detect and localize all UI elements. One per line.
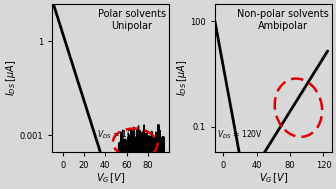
Text: $V_{DS}$ = 120V: $V_{DS}$ = 120V [217,129,263,141]
X-axis label: $V_G\,[V]$: $V_G\,[V]$ [96,171,125,185]
Y-axis label: $I_{DS}\,[\mu A]$: $I_{DS}\,[\mu A]$ [4,60,18,96]
Text: Polar solvents
Unipolar: Polar solvents Unipolar [97,9,166,31]
Y-axis label: $I_{DS}\,[\mu A]$: $I_{DS}\,[\mu A]$ [175,60,189,96]
X-axis label: $V_G\,[V]$: $V_G\,[V]$ [259,171,288,185]
Text: Non-polar solvents
Ambipolar: Non-polar solvents Ambipolar [237,9,328,31]
Text: $V_{DS}$ = 100V: $V_{DS}$ = 100V [97,129,142,141]
